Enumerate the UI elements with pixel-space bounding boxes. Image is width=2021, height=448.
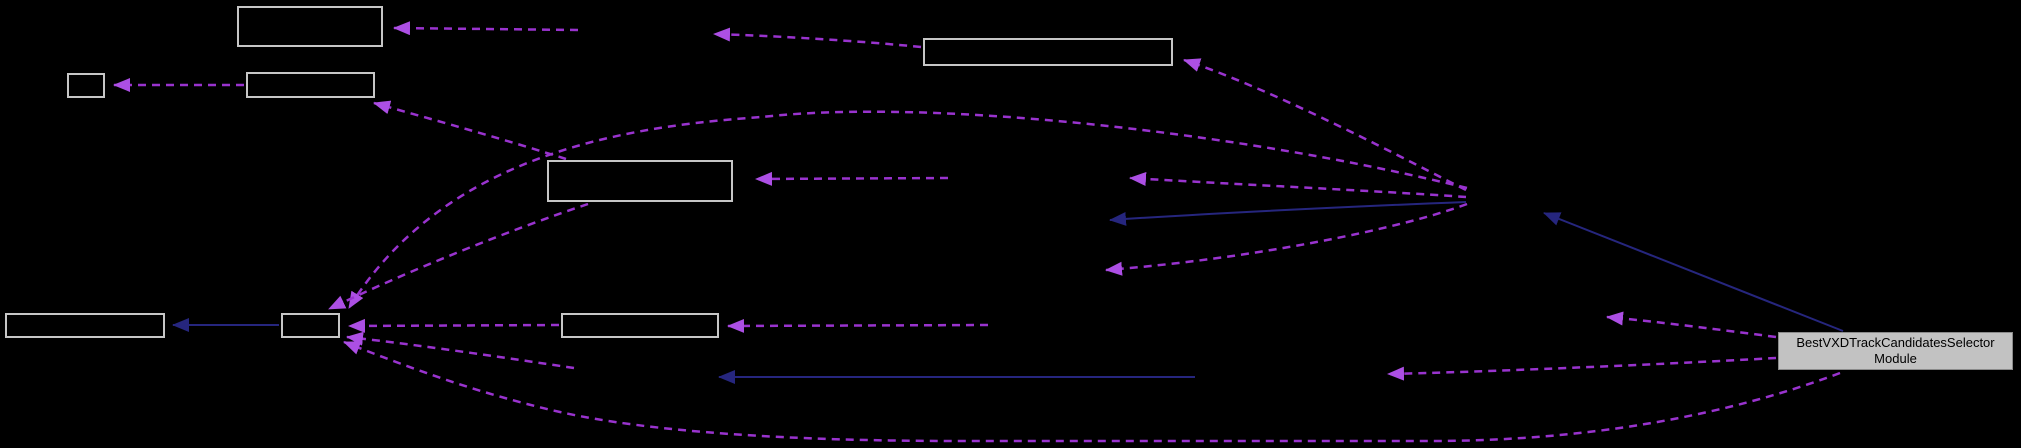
uses-hidden-to-center — [755, 171, 949, 186]
node-bottom-hub[interactable] — [281, 313, 340, 338]
uses-hub2-to-top-center — [1183, 58, 1467, 192]
main-class-node: BestVXDTrackCandidatesSelector Module — [1778, 332, 2013, 370]
uses-main-to-bottom-hub-arc — [343, 340, 1841, 443]
uses-hidden-to-top-left — [393, 21, 579, 36]
main-class-name-line2: Module — [1874, 351, 1917, 366]
uses-hub2-to-hidden-low — [1105, 202, 1468, 276]
uses-center-to-bottom-hub — [328, 202, 589, 311]
uses-hub2-to-hidden-mid — [1129, 171, 1467, 199]
node-bottom-left-wide[interactable] — [5, 313, 165, 338]
uses-center-to-left-row — [373, 100, 567, 161]
inherits-hub2-to-hidden — [1109, 201, 1467, 226]
node-bottom-center[interactable] — [561, 313, 719, 338]
node-top-left[interactable] — [237, 6, 383, 47]
uses-bottom-center-to-hub — [348, 318, 560, 333]
uses-main-to-hidden-right — [1606, 311, 1777, 339]
uses-hidden-to-bottom-center — [727, 318, 989, 333]
node-top-center[interactable] — [923, 38, 1173, 66]
node-center[interactable] — [547, 160, 733, 202]
node-small-left[interactable] — [67, 73, 105, 98]
main-class-name-line1: BestVXDTrackCandidatesSelector — [1796, 335, 1995, 350]
uses-main-to-hidden-mid-bottom — [1387, 356, 1777, 381]
inherits-main-to-hub2 — [1543, 212, 1844, 332]
uses-hidden-low-to-bottom-hub — [346, 331, 575, 370]
node-left-second-row[interactable] — [246, 72, 375, 98]
uses-top-center-to-hidden — [713, 27, 922, 49]
uses-hub2-to-bottom-hub-arc — [347, 110, 1468, 309]
